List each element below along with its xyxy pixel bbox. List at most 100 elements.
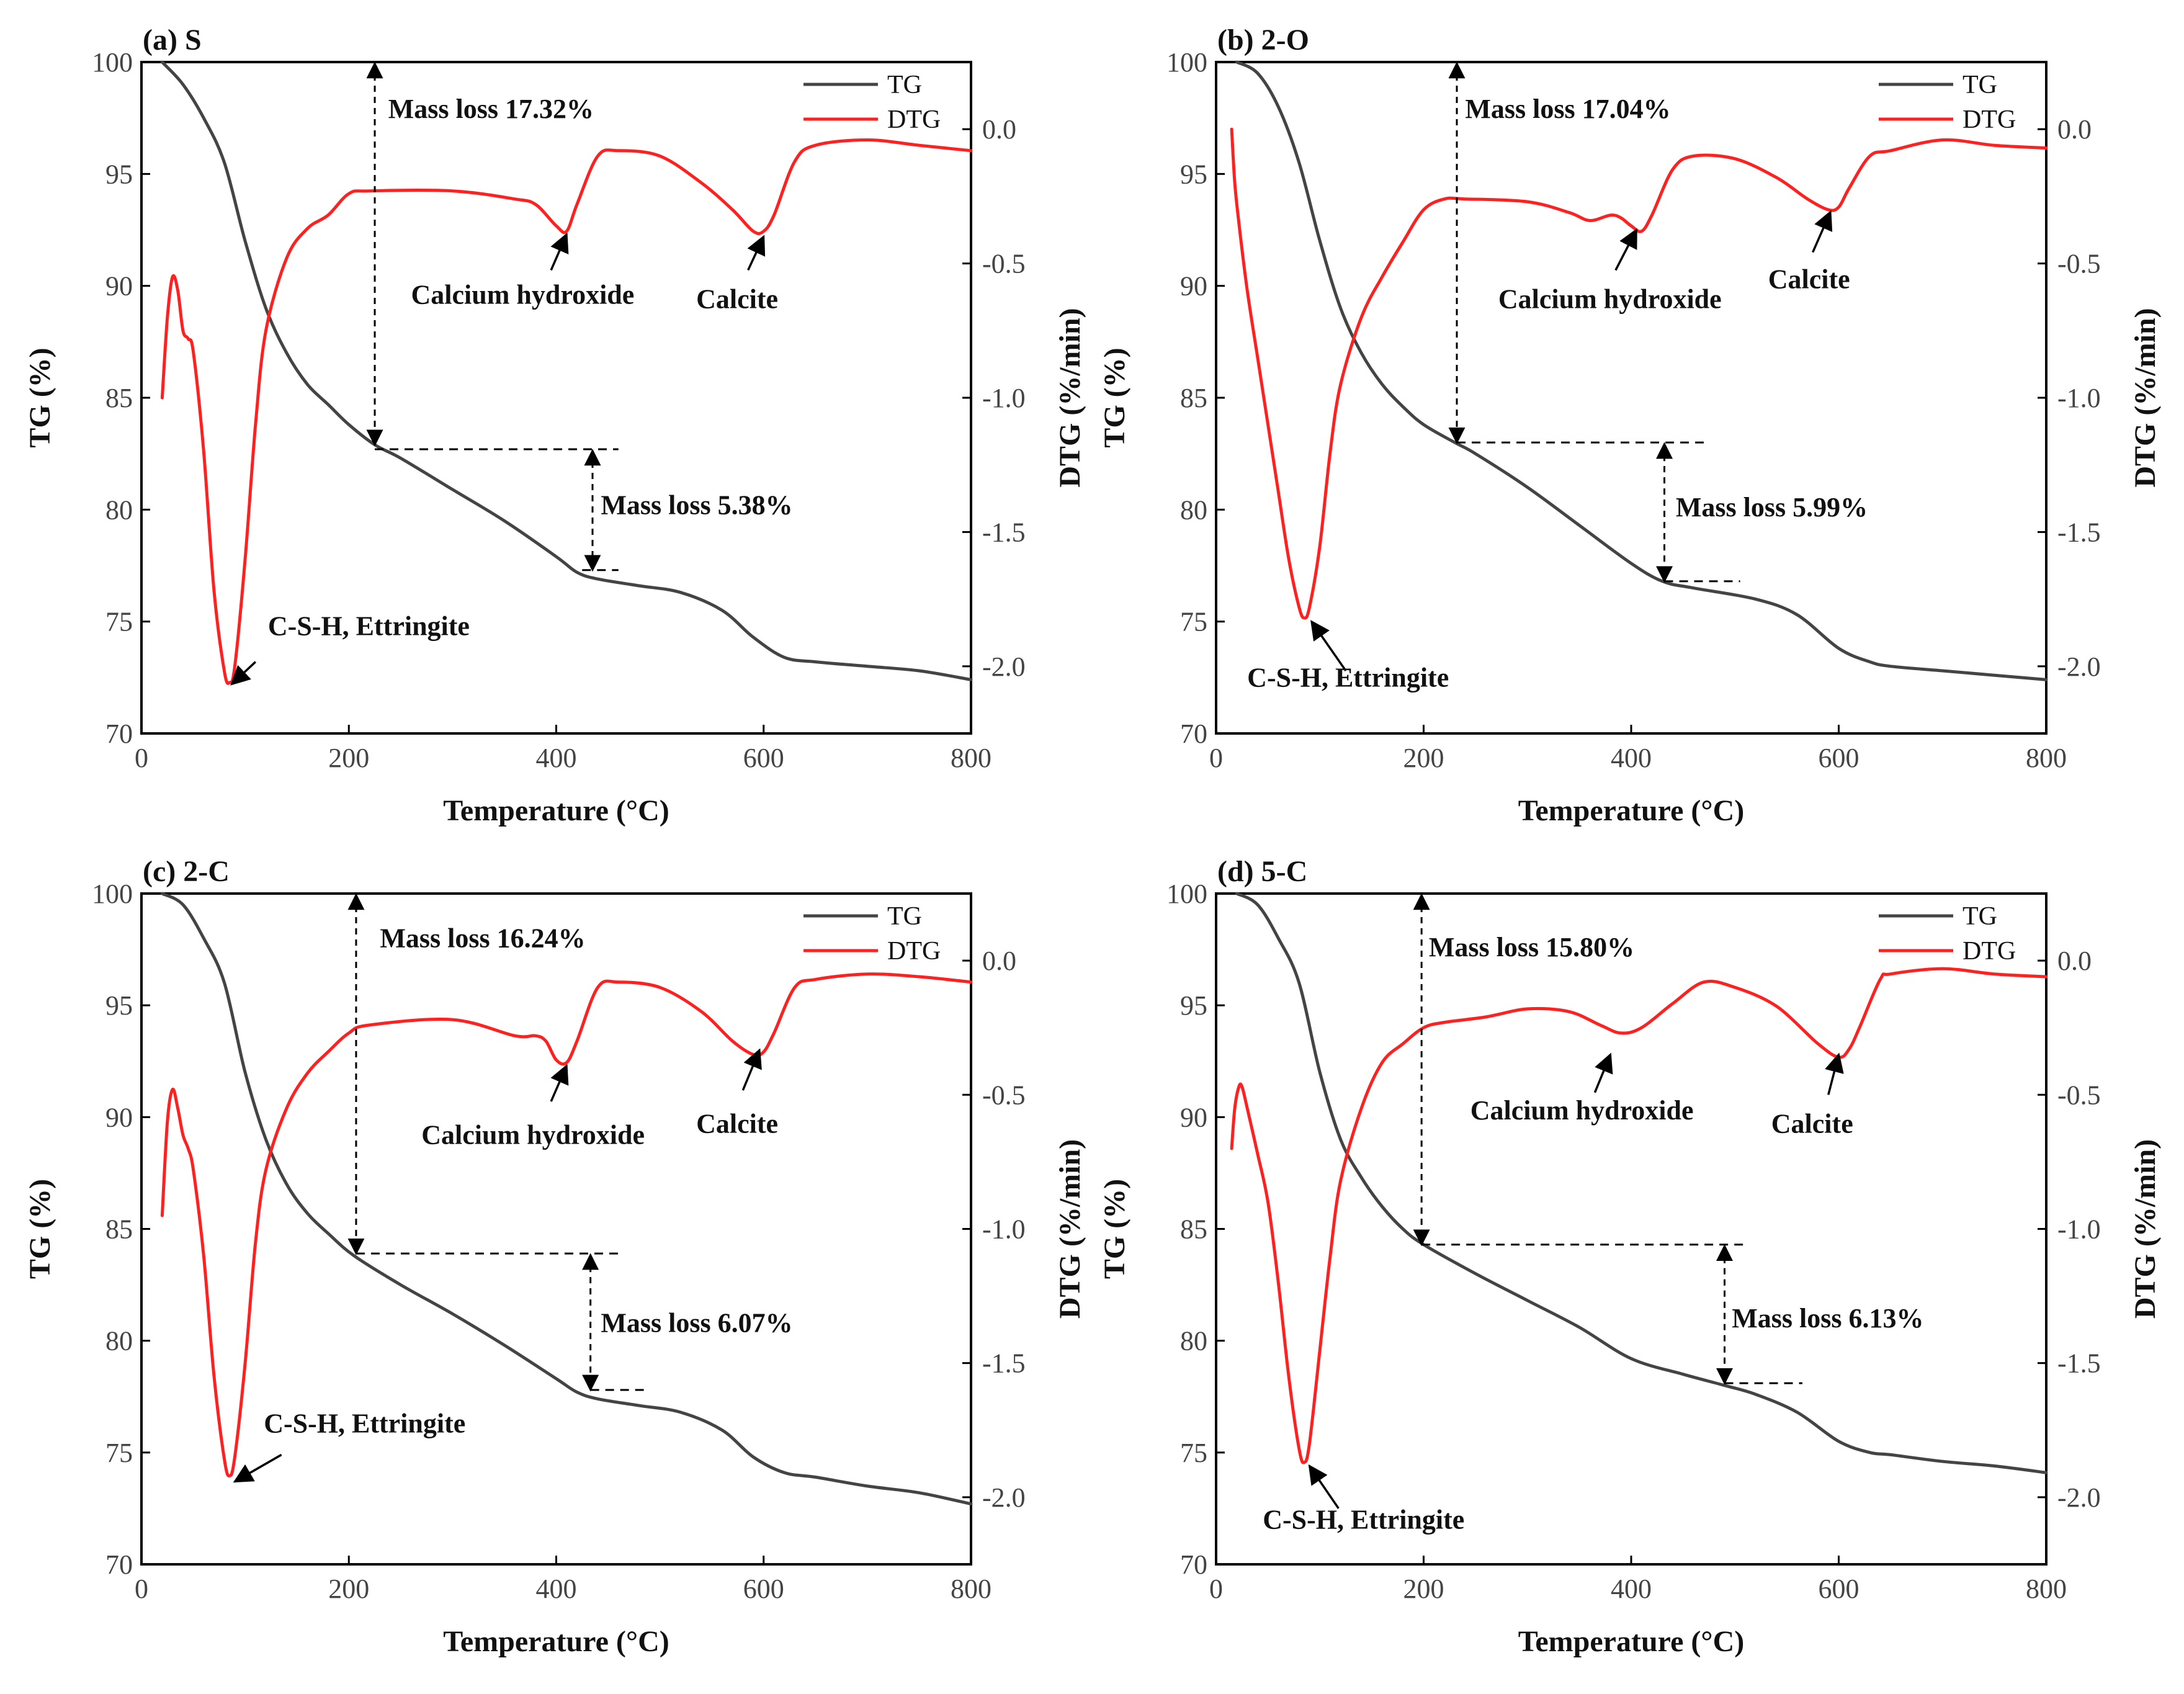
panel-title: (d) 5-C: [1217, 855, 1307, 888]
panel-title: (a) S: [143, 24, 202, 56]
peak-label: Calcium hydroxide: [1470, 1095, 1694, 1126]
y-tick-label: 90: [105, 271, 133, 302]
peak-arrow: [550, 1064, 569, 1102]
y2-tick-label: -1.0: [2057, 1214, 2101, 1245]
y-tick-label: 70: [105, 1549, 133, 1580]
peak-label: Calcium hydroxide: [1498, 284, 1722, 315]
y-tick-label: 85: [1180, 1214, 1207, 1245]
x-tick-label: 200: [328, 743, 369, 773]
peak-label: Calcite: [1771, 1109, 1853, 1139]
legend-label-tg: TG: [1962, 902, 1997, 931]
y2-axis-title: DTG (%/min): [2129, 1139, 2162, 1319]
peak-arrow: [1593, 1052, 1613, 1093]
y-tick-label: 100: [1166, 879, 1207, 909]
panel-d: 0 200 400 600 800 70 75 80 85 90 95 100 -2.0 -1.5 -1.0…: [1098, 855, 2162, 1658]
y-tick-label: 85: [105, 1214, 133, 1245]
y2-tick-label: -1.0: [982, 1214, 1026, 1245]
y-tick-label: 70: [1180, 1549, 1207, 1580]
y2-tick-label: -2.0: [2057, 652, 2101, 682]
peak-label: Calcite: [696, 1109, 778, 1139]
plot-frame: [140, 61, 972, 735]
peak-arrow: [747, 235, 766, 271]
peak-label: C-S-H, Ettringite: [1263, 1504, 1464, 1535]
peak-arrow: [230, 661, 257, 686]
y2-axis-title: DTG (%/min): [1054, 308, 1086, 487]
y2-tick-label: 0.0: [2057, 946, 2092, 976]
y-tick-label: 85: [1180, 383, 1207, 413]
y-tick-label: 80: [105, 1326, 133, 1356]
y-tick-label: 90: [105, 1102, 133, 1132]
panel-b: 0 200 400 600 800 70 75 80 85 90 95 100 -2.0 -1.5 -1.0…: [1098, 24, 2162, 827]
panel-c: 0 200 400 600 800 70 75 80 85 90 95 100 -2.0 -1.5 -1.0…: [24, 855, 1086, 1658]
dtg-series-line: [160, 972, 973, 1477]
y-tick-label: 70: [1180, 719, 1207, 749]
y2-tick-label: -0.5: [982, 1080, 1026, 1110]
y2-tick-label: -0.5: [2057, 1080, 2101, 1110]
y2-tick-label: -0.5: [2057, 249, 2101, 279]
mass-loss-label: Mass loss 5.38%: [601, 490, 792, 521]
legend-label-dtg: DTG: [1962, 937, 2016, 966]
x-tick-label: 600: [743, 743, 784, 773]
x-tick-label: 0: [1209, 1574, 1223, 1604]
y2-tick-label: -1.5: [2057, 1348, 2101, 1379]
y-tick-label: 80: [1180, 495, 1207, 525]
x-tick-label: 800: [951, 743, 991, 773]
legend-label-tg: TG: [887, 902, 922, 931]
peak-arrow: [1614, 228, 1637, 271]
plot-frame: [1215, 61, 2048, 735]
x-tick-label: 200: [328, 1574, 369, 1604]
y-tick-label: 75: [105, 1438, 133, 1468]
y-tick-label: 100: [92, 879, 133, 909]
y2-axis-title: DTG (%/min): [1054, 1139, 1086, 1319]
peak-label: C-S-H, Ettringite: [1247, 662, 1449, 692]
x-tick-label: 400: [536, 743, 577, 773]
y-tick-label: 95: [1180, 990, 1207, 1021]
y-tick-label: 80: [105, 495, 133, 525]
y-tick-label: 90: [1180, 271, 1207, 302]
mass-loss-label: Mass loss 17.32%: [388, 94, 594, 124]
dtg-series-line: [1230, 127, 2048, 620]
peak-arrow: [1310, 620, 1347, 672]
x-tick-label: 200: [1403, 1574, 1444, 1604]
y2-tick-label: -1.0: [982, 383, 1026, 413]
y-tick-label: 100: [92, 47, 133, 78]
peak-arrow: [233, 1453, 282, 1483]
x-axis-title: Temperature (°C): [443, 1625, 669, 1658]
x-tick-label: 600: [1819, 1574, 1860, 1604]
y2-tick-label: -1.5: [2057, 517, 2101, 547]
dtg-series-line: [160, 138, 973, 685]
panel-a: 0 200 400 600 800 70 75 80 85 90 95 100 -2.0 -1.5 -1.0…: [24, 24, 1086, 827]
legend-label-tg: TG: [887, 71, 922, 99]
y-tick-label: 95: [105, 159, 133, 189]
mass-loss-label: Mass loss 15.80%: [1429, 932, 1634, 962]
x-tick-label: 800: [2026, 1574, 2067, 1604]
legend-label-dtg: DTG: [887, 105, 941, 134]
y-axis-title: TG (%): [1098, 347, 1131, 447]
y-tick-label: 80: [1180, 1326, 1207, 1356]
x-axis-title: Temperature (°C): [443, 794, 669, 827]
x-tick-label: 400: [1611, 743, 1652, 773]
y2-tick-label: -0.5: [982, 249, 1026, 279]
tg-series-line: [1235, 892, 2048, 1474]
plot-frame: [1215, 892, 2048, 1566]
x-tick-label: 0: [135, 1574, 148, 1604]
legend-label-tg: TG: [1962, 71, 1997, 99]
legend-label-dtg: DTG: [887, 937, 941, 966]
peak-label: C-S-H, Ettringite: [268, 611, 470, 641]
x-tick-label: 600: [1819, 743, 1860, 773]
y-tick-label: 75: [105, 607, 133, 637]
y2-tick-label: -2.0: [2057, 1482, 2101, 1513]
dtg-series-line: [1230, 967, 2048, 1464]
x-tick-label: 200: [1403, 743, 1444, 773]
y-tick-label: 75: [1180, 1438, 1207, 1468]
tg-series-line: [160, 60, 973, 681]
peak-label: Calcium hydroxide: [421, 1120, 645, 1150]
y2-tick-label: -1.0: [2057, 383, 2101, 413]
x-tick-label: 0: [135, 743, 148, 773]
y2-tick-label: 0.0: [982, 946, 1016, 976]
peak-label: Calcium hydroxide: [411, 280, 635, 310]
x-tick-label: 600: [743, 1574, 784, 1604]
mass-loss-label: Mass loss 6.13%: [1732, 1303, 1923, 1333]
peak-label: Calcite: [696, 284, 778, 315]
